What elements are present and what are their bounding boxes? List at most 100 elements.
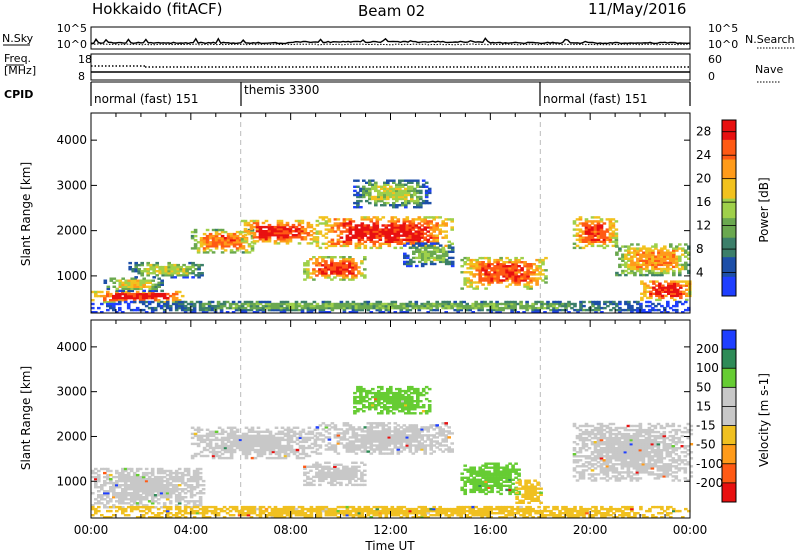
heatmap-cell <box>354 224 359 227</box>
heatmap-cell <box>235 438 240 442</box>
heatmap-cell <box>447 240 451 243</box>
heatmap-cell <box>441 256 446 260</box>
heatmap-cell <box>493 258 497 262</box>
heatmap-cell <box>195 486 200 489</box>
heatmap-cell <box>402 220 407 223</box>
heatmap-cell <box>416 206 420 209</box>
heatmap-cell <box>651 267 655 271</box>
heatmap-cell <box>150 311 155 314</box>
heatmap-cell <box>156 498 161 501</box>
heatmap-cell <box>336 304 341 308</box>
heatmap-cell <box>345 244 350 248</box>
heatmap-cell <box>276 221 281 225</box>
heatmap-cell <box>354 276 358 279</box>
heatmap-cell <box>313 438 318 442</box>
heatmap-cell <box>621 269 625 273</box>
heatmap-cell <box>429 236 433 239</box>
heatmap-cell <box>392 179 396 182</box>
heatmap-cell <box>398 204 402 207</box>
heatmap-cell <box>357 465 361 468</box>
heatmap-cell <box>611 218 616 221</box>
heatmap-cell <box>427 400 432 403</box>
heatmap-cell <box>608 220 613 223</box>
heatmap-cell <box>475 287 479 290</box>
heatmap-cell <box>164 274 168 277</box>
heatmap-cell <box>205 239 210 242</box>
heatmap-cell <box>351 308 356 312</box>
heatmap-cell <box>109 481 113 485</box>
heatmap-cell <box>377 395 381 399</box>
heatmap-cell <box>259 440 264 444</box>
heatmap-cell <box>579 302 583 306</box>
heatmap-cell <box>156 488 161 491</box>
heatmap-cell <box>157 285 161 288</box>
heatmap-cell <box>345 306 350 310</box>
heatmap-cell <box>348 428 353 431</box>
heatmap-cell <box>135 488 140 491</box>
heatmap-cell <box>408 234 413 237</box>
heatmap-cell <box>201 492 206 495</box>
heatmap-cell <box>309 483 313 487</box>
heatmap-cell <box>270 302 275 306</box>
heatmap-cell <box>345 264 349 267</box>
heatmap-cell <box>174 479 179 483</box>
heatmap-cell <box>678 269 682 273</box>
heatmap-cell <box>596 228 601 231</box>
heatmap-cell <box>256 434 261 438</box>
heatmap-cell <box>300 238 305 241</box>
heatmap-cell <box>450 302 454 306</box>
heatmap-cell <box>369 438 374 441</box>
heatmap-cell <box>362 406 366 409</box>
heatmap-cell <box>660 263 664 267</box>
heatmap-cell <box>231 306 236 310</box>
heatmap-cell <box>645 249 649 252</box>
heatmap-cell <box>447 246 452 249</box>
heatmap-cell <box>408 232 413 235</box>
heatmap-cell <box>180 300 185 304</box>
heatmap-cell <box>651 263 655 267</box>
heatmap-cell <box>372 448 377 451</box>
heatmap-cell <box>354 465 358 468</box>
heatmap-cell <box>419 206 423 209</box>
heatmap-cell <box>141 296 146 300</box>
heatmap-cell <box>220 228 225 232</box>
heatmap-cell <box>202 249 207 252</box>
heatmap-cell <box>321 218 326 221</box>
heatmap-cell <box>243 240 248 243</box>
heatmap-cell <box>654 255 658 258</box>
heatmap-cell <box>414 300 419 304</box>
heatmap-cell <box>654 245 658 248</box>
heatmap-cell <box>411 222 416 225</box>
heatmap-cell <box>474 302 478 306</box>
heatmap-cell <box>420 232 424 235</box>
heatmap-cell <box>420 230 424 233</box>
heatmap-cell <box>174 471 179 475</box>
heatmap-cell <box>581 222 586 225</box>
heatmap-cell <box>255 311 260 314</box>
heatmap-cell <box>408 226 413 229</box>
heatmap-cell <box>386 187 390 191</box>
heatmap-cell <box>157 283 161 286</box>
heatmap-cell <box>444 236 448 239</box>
heatmap-cell <box>415 250 419 253</box>
heatmap-cell <box>363 218 368 221</box>
heatmap-cell <box>513 304 517 308</box>
heatmap-cell <box>386 387 390 391</box>
heatmap-cell <box>199 245 204 248</box>
heatmap-cell <box>359 206 363 209</box>
heatmap-cell <box>226 434 231 438</box>
heatmap-cell <box>309 311 314 314</box>
heatmap-cell <box>192 488 197 491</box>
heatmap-cell <box>475 472 479 475</box>
heatmap-cell <box>465 304 469 308</box>
heatmap-cell <box>413 191 417 195</box>
heatmap-cell <box>383 201 387 205</box>
heatmap-cell <box>636 247 640 250</box>
heatmap-cell <box>304 440 309 444</box>
heatmap-cell <box>508 267 512 270</box>
heatmap-cell <box>126 306 131 310</box>
heatmap-cell <box>384 436 389 439</box>
heatmap-cell <box>529 273 533 276</box>
heatmap-cell <box>173 270 177 273</box>
